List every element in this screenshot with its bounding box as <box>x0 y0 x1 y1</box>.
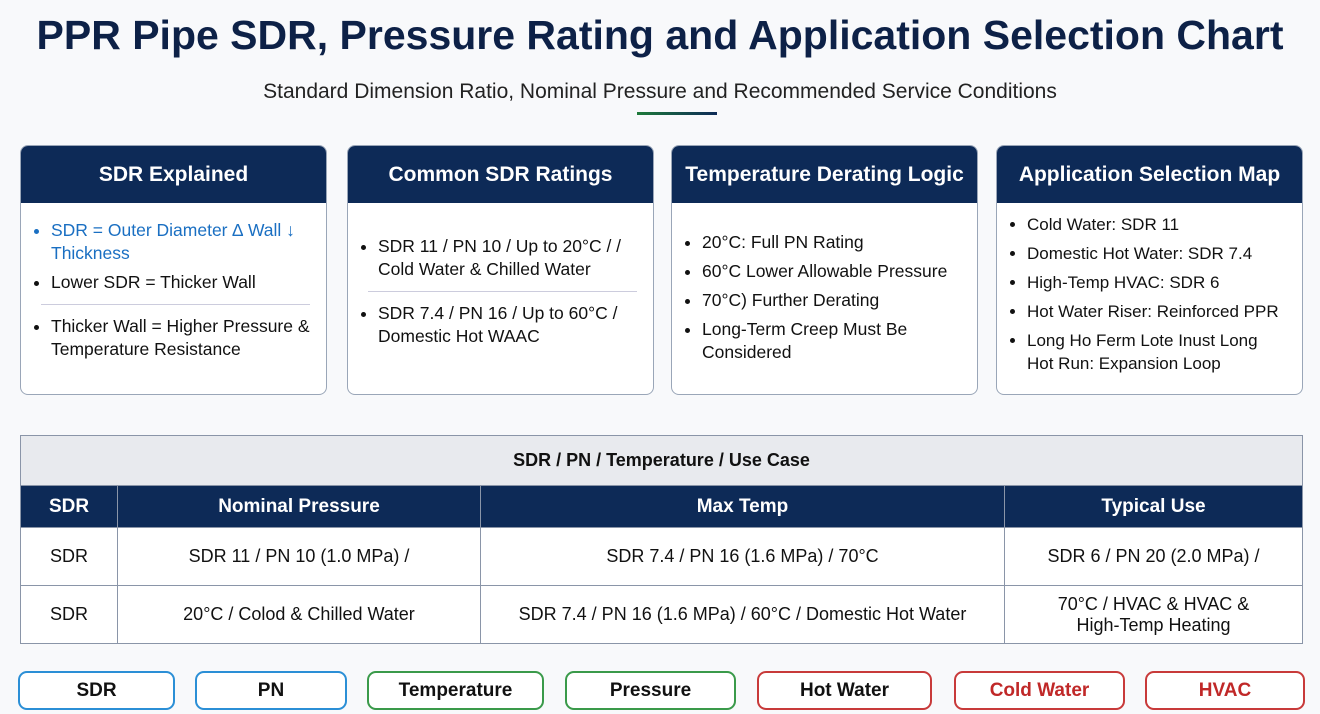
item: Lower SDR = Thicker Wall <box>51 271 310 294</box>
item: Long-Term Creep Must Be Considered <box>702 318 961 364</box>
tag[interactable]: Pressure <box>565 671 736 710</box>
tag[interactable]: SDR <box>18 671 175 710</box>
item: Cold Water: SDR 11 <box>1027 213 1286 236</box>
item: SDR = Outer Diameter ∆ Wall ↓ Thickness <box>51 219 310 265</box>
table: SDR / PN / Temperature / Use Case SDR No… <box>20 435 1303 644</box>
card-title: Application Selection Map <box>997 146 1302 203</box>
card-title: SDR Explained <box>21 146 326 203</box>
item: 70°C) Further Derating <box>702 289 961 312</box>
item: SDR 11 / PN 10 / Up to 20°C / / Cold Wat… <box>378 235 637 281</box>
cell: 20°C / Colod & Chilled Water <box>117 585 481 644</box>
tag[interactable]: HVAC <box>1145 671 1305 710</box>
item: High-Temp HVAC: SDR 6 <box>1027 271 1286 294</box>
item: Long Ho Ferm Lote Inust Long Hot Run: Ex… <box>1027 329 1286 375</box>
item: SDR 7.4 / PN 16 / Up to 60°C / Domestic … <box>378 302 637 348</box>
cell: SDR 6 / PN 20 (2.0 MPa) / <box>1004 527 1303 586</box>
item: Thicker Wall = Higher Pressure & Tempera… <box>51 315 310 361</box>
column-header: SDR <box>20 485 118 528</box>
card: Temperature Derating Logic 20°C: Full PN… <box>671 145 978 395</box>
item: 20°C: Full PN Rating <box>702 231 961 254</box>
cell: SDR <box>20 585 118 644</box>
item: 60°C Lower Allowable Pressure <box>702 260 961 283</box>
column-header: Typical Use <box>1004 485 1303 528</box>
underline <box>637 112 717 115</box>
cell: SDR <box>20 527 118 586</box>
card: SDR Explained SDR = Outer Diameter ∆ Wal… <box>20 145 327 395</box>
item: Hot Water Riser: Reinforced PPR <box>1027 300 1286 323</box>
tag[interactable]: PN <box>195 671 347 710</box>
cell: SDR 11 / PN 10 (1.0 MPa) / <box>117 527 481 586</box>
column-header: Max Temp <box>480 485 1005 528</box>
title: PPR Pipe SDR, Pressure Rating and Applic… <box>36 12 1284 58</box>
tag[interactable]: Cold Water <box>954 671 1125 710</box>
cell: SDR 7.4 / PN 16 (1.6 MPa) / 60°C / Domes… <box>480 585 1005 644</box>
card-title: Temperature Derating Logic <box>672 146 977 203</box>
card-title: Common SDR Ratings <box>348 146 653 203</box>
subtitle: Standard Dimension Ratio, Nominal Pressu… <box>263 80 1057 103</box>
table-caption: SDR / PN / Temperature / Use Case <box>20 435 1303 486</box>
cell: 70°C / HVAC & HVAC & High-Temp Heating <box>1004 585 1303 644</box>
card: Application Selection Map Cold Water: SD… <box>996 145 1303 395</box>
tag[interactable]: Temperature <box>367 671 544 710</box>
cell: SDR 7.4 / PN 16 (1.6 MPa) / 70°C <box>480 527 1005 586</box>
card: Common SDR Ratings SDR 11 / PN 10 / Up t… <box>347 145 654 395</box>
item: Domestic Hot Water: SDR 7.4 <box>1027 242 1286 265</box>
column-header: Nominal Pressure <box>117 485 481 528</box>
tag[interactable]: Hot Water <box>757 671 932 710</box>
